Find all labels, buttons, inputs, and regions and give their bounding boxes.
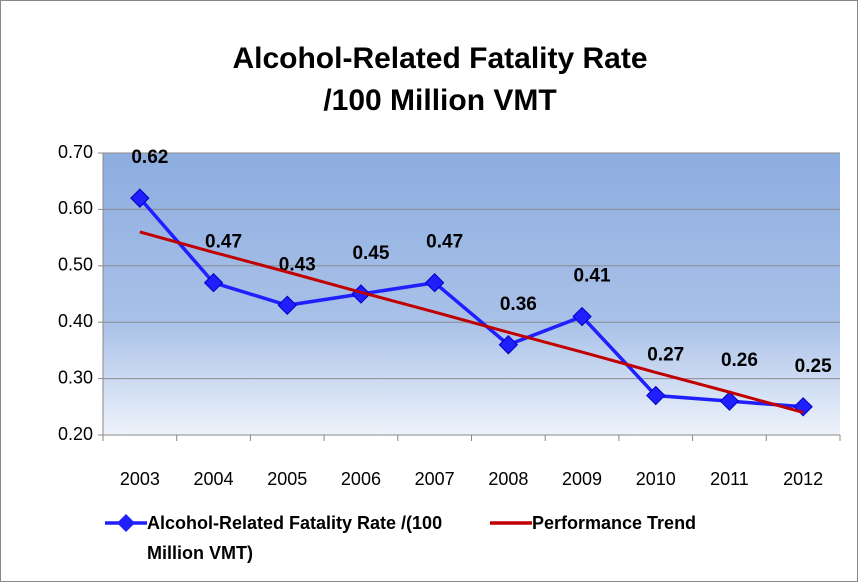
x-tick-label: 2010 [636,469,676,489]
chart-title: Alcohol-Related Fatality Rate/100 Millio… [232,42,647,117]
x-tick-label: 2003 [120,469,160,489]
legend-label: Alcohol-Related Fatality Rate /(100 Mill… [147,513,443,563]
x-tick-label: 2004 [194,469,234,489]
data-point [203,273,224,293]
data-label: 0.47 [426,232,463,253]
data-label: 0.27 [647,345,684,366]
data-label: 0.47 [205,232,242,253]
data-label: 0.25 [795,356,832,377]
x-tick-label: 2011 [710,469,749,489]
data-point [498,335,519,355]
data-point [277,295,297,315]
y-tick-label: 0.30 [58,367,93,387]
legend-label: Performance Trend [532,513,697,533]
data-label: 0.36 [500,294,537,315]
x-tick-label: 2006 [341,469,381,489]
x-tick-label: 2009 [562,469,602,489]
data-label: 0.62 [131,147,168,168]
y-tick-label: 0.60 [58,198,93,218]
x-tick-label: 2005 [267,469,307,489]
x-tick-label: 2007 [415,469,455,489]
data-label: 0.41 [574,266,611,287]
data-point [572,306,592,327]
legend-marker [117,514,135,532]
data-point [424,273,445,293]
data-point [646,385,666,406]
data-point [719,391,740,411]
data-label: 0.26 [721,350,758,371]
x-tick-label: 2012 [783,469,823,489]
x-tick-label: 2008 [488,469,528,489]
y-tick-label: 0.20 [58,424,93,444]
data-label: 0.43 [279,254,316,275]
data-point [130,188,150,208]
data-label: 0.45 [352,243,389,264]
y-tick-label: 0.70 [58,142,93,162]
y-tick-label: 0.40 [58,311,93,331]
series-line [139,230,804,414]
y-tick-label: 0.50 [58,255,93,275]
series-line [138,196,804,409]
